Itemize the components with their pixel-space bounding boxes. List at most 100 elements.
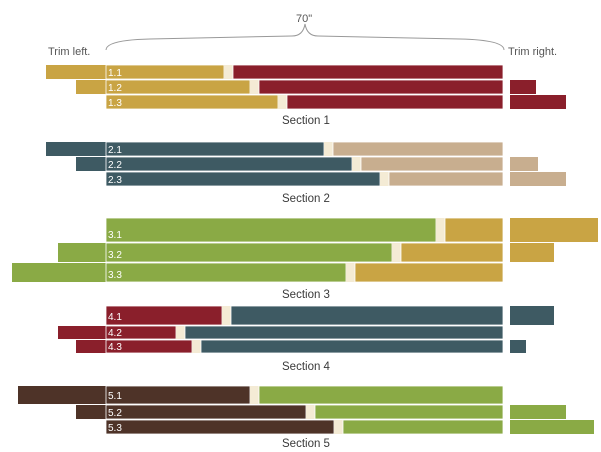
strip-2-2-seam [352,157,361,171]
strip-2-3: 2.3 [105,171,566,187]
strip-1-3-trim-right [510,95,566,109]
strip-4-3-trim-right [510,340,526,353]
strip-5-2-trim-right [510,405,566,419]
strip-1-1-left-fabric [105,64,225,80]
strip-4-2-seam [176,326,185,339]
strip-5-1: 5.1 [18,385,504,405]
strip-5-2-left-fabric [105,404,307,420]
strip-5-2-label: 5.2 [108,408,122,419]
strip-5-3: 5.3 [105,419,594,435]
strip-3-3-right-fabric [354,262,504,283]
strip-3-2-seam [392,243,401,262]
strip-1-1-right-fabric [232,64,504,80]
strip-1-3: 1.3 [105,94,566,110]
section-5-label: Section 5 [282,438,330,450]
strip-2-3-trim-right [510,172,566,186]
strip-1-1-trim-left [46,65,106,79]
strip-3-2-trim-right [510,243,554,262]
strip-5-3-left-fabric [105,419,335,435]
strip-4-2: 4.2 [58,325,504,340]
strip-2-1-seam [324,142,333,156]
strip-4-1-right-fabric [230,305,504,326]
strip-5-2-trim-left [76,405,106,419]
section-3-label: Section 3 [282,289,330,301]
strip-1-3-left-fabric [105,94,279,110]
strip-1-2-right-fabric [258,79,504,95]
strip-5-1-right-fabric [258,385,504,405]
strip-2-3-seam [380,172,389,186]
section-2: 2.1 2.2 2.3 Section 2 [46,141,566,205]
strip-2-2-trim-left [76,157,106,171]
section-4: 4.1 4.2 4.3 Section 4 [58,305,554,373]
strip-1-1: 1.1 [46,64,504,80]
strip-2-2-right-fabric [360,156,504,172]
strip-5-2-seam [306,405,315,419]
strip-1-3-right-fabric [286,94,504,110]
strip-3-2-left-fabric [105,242,393,263]
length-label: 70" [296,13,312,25]
strip-4-3-trim-left [76,340,106,353]
strip-5-1-label: 5.1 [108,391,122,402]
strip-4-3: 4.3 [76,339,526,354]
strip-3-2-trim-left [58,243,106,262]
strip-4-1-seam [222,306,231,325]
strip-5-3-seam [334,420,343,434]
strip-1-2-label: 1.2 [108,83,122,94]
strip-3-3: 3.3 [12,262,504,283]
strip-5-3-trim-right [510,420,594,434]
strip-4-1-left-fabric [105,305,223,326]
strip-5-1-seam [250,386,259,404]
strip-3-1-left-fabric [105,217,437,243]
strip-3-3-trim-left [12,263,106,282]
strip-4-3-label: 4.3 [108,342,122,353]
strip-4-1-label: 4.1 [108,312,122,323]
strip-3-1-right-fabric [444,217,504,243]
section-3: 3.1 3.2 3.3 Section 3 [12,217,598,301]
strip-5-2: 5.2 [76,404,566,420]
strip-4-1: 4.1 [105,305,554,326]
strip-2-2-trim-right [510,157,538,171]
trim-right-label: Trim right. [508,46,557,58]
strip-2-3-left-fabric [105,171,381,187]
strip-1-3-seam [278,95,287,109]
strip-2-1-right-fabric [332,141,504,157]
strip-3-1-trim-right [510,218,598,242]
strip-1-1-seam [224,65,233,79]
strip-4-3-right-fabric [200,339,504,354]
strip-3-1-seam [436,218,445,242]
strip-1-2: 1.2 [76,79,536,95]
strip-4-1-trim-right [510,306,554,325]
strip-5-1-trim-left [18,386,106,404]
strip-3-2-right-fabric [400,242,504,263]
section-2-label: Section 2 [282,193,330,205]
strip-4-3-seam [192,340,201,353]
strip-3-1-label: 3.1 [108,230,122,241]
strip-5-1-left-fabric [105,385,251,405]
strip-1-2-trim-right [510,80,536,94]
strip-2-2-left-fabric [105,156,353,172]
section-1: 1.1 1.2 1.3 Section 1 [46,64,566,127]
strip-4-2-trim-left [58,326,106,339]
strip-3-3-label: 3.3 [108,270,122,281]
strip-3-3-left-fabric [105,262,347,283]
strip-2-2-label: 2.2 [108,160,122,171]
section-5: 5.1 5.2 5.3 Section 5 [18,385,594,450]
strip-1-3-label: 1.3 [108,98,122,109]
section-1-label: Section 1 [282,115,330,127]
strip-2-1-label: 2.1 [108,145,122,156]
strip-2-1-trim-left [46,142,106,156]
strip-4-2-label: 4.2 [108,328,122,339]
trim-left-label: Trim left. [48,46,90,58]
strip-2-3-label: 2.3 [108,175,122,186]
strip-1-2-trim-left [76,80,106,94]
strip-1-1-label: 1.1 [108,68,122,79]
strip-2-1-left-fabric [105,141,325,157]
strip-4-2-right-fabric [184,325,504,340]
strip-3-2: 3.2 [58,242,554,263]
strip-3-2-label: 3.2 [108,250,122,261]
strip-5-3-label: 5.3 [108,423,122,434]
length-brace [105,23,505,51]
strip-2-2: 2.2 [76,156,538,172]
strip-5-3-right-fabric [342,419,504,435]
